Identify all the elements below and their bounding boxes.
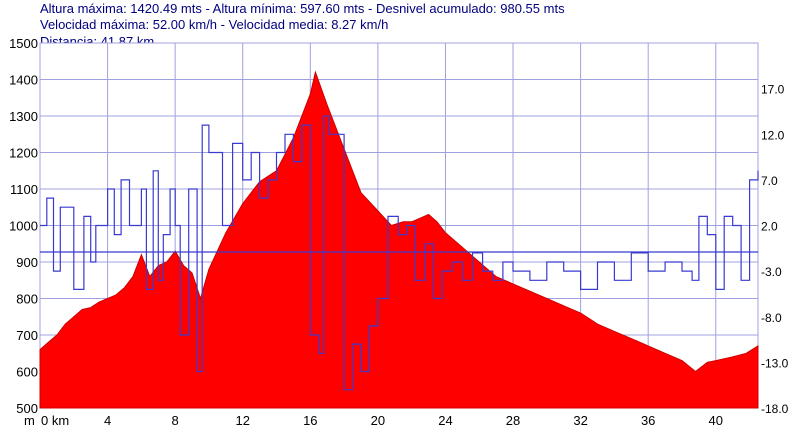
y-axis-unit-label: m — [24, 413, 35, 428]
axis-labels: 500 600 700 800 900 1000 1100 1200 1300 1400 1500 m… — [9, 36, 789, 428]
y2-tick-label: 12.0 — [761, 128, 785, 142]
y2-tick-label: 17.0 — [761, 83, 785, 97]
y2-tick-label: -13.0 — [761, 356, 789, 370]
x-tick-label: 8 — [172, 413, 179, 428]
elevation-area — [39, 70, 759, 409]
x-tick-label: 20 — [371, 413, 385, 428]
x-tick-label: 36 — [641, 413, 655, 428]
y-tick-label: 600 — [16, 365, 38, 380]
y2-tick-label: -3.0 — [761, 265, 782, 279]
y-tick-label: 1400 — [9, 73, 38, 88]
y2-tick-label: 7.0 — [761, 174, 778, 188]
x-tick-label: 16 — [303, 413, 317, 428]
y-tick-label: 500 — [16, 401, 38, 416]
y2-tick-label: -18.0 — [761, 402, 789, 416]
y-tick-label: 1300 — [9, 109, 38, 124]
x-tick-label: 4 — [104, 413, 111, 428]
y-tick-label: 700 — [16, 328, 38, 343]
max-min-altitude-stats: Altura máxima: 1420.49 mts - Altura míni… — [40, 1, 565, 16]
y-tick-label: 1200 — [9, 146, 38, 161]
speed-line-layer — [40, 115, 759, 391]
y-tick-label: 1100 — [10, 182, 38, 197]
y-tick-label: 900 — [16, 255, 38, 270]
speed-stats: Velocidad máxima: 52.00 km/h - Velocidad… — [40, 17, 389, 32]
x-tick-label: 40 — [709, 413, 723, 428]
elevation-area-layer — [39, 70, 759, 409]
x-tick-label: 32 — [573, 413, 587, 428]
x-tick-label: 12 — [235, 413, 249, 428]
y-tick-label: 1500 — [9, 36, 38, 51]
y2-tick-label: 2.0 — [761, 220, 778, 234]
y2-tick-label: -8.0 — [761, 311, 782, 325]
y-tick-label: 800 — [16, 292, 38, 307]
x-tick-label: 28 — [506, 413, 520, 428]
x-tick-label: 0 km — [41, 413, 69, 428]
y-tick-label: 1000 — [9, 219, 38, 234]
x-tick-label: 24 — [438, 413, 452, 428]
speed-line — [40, 115, 759, 391]
